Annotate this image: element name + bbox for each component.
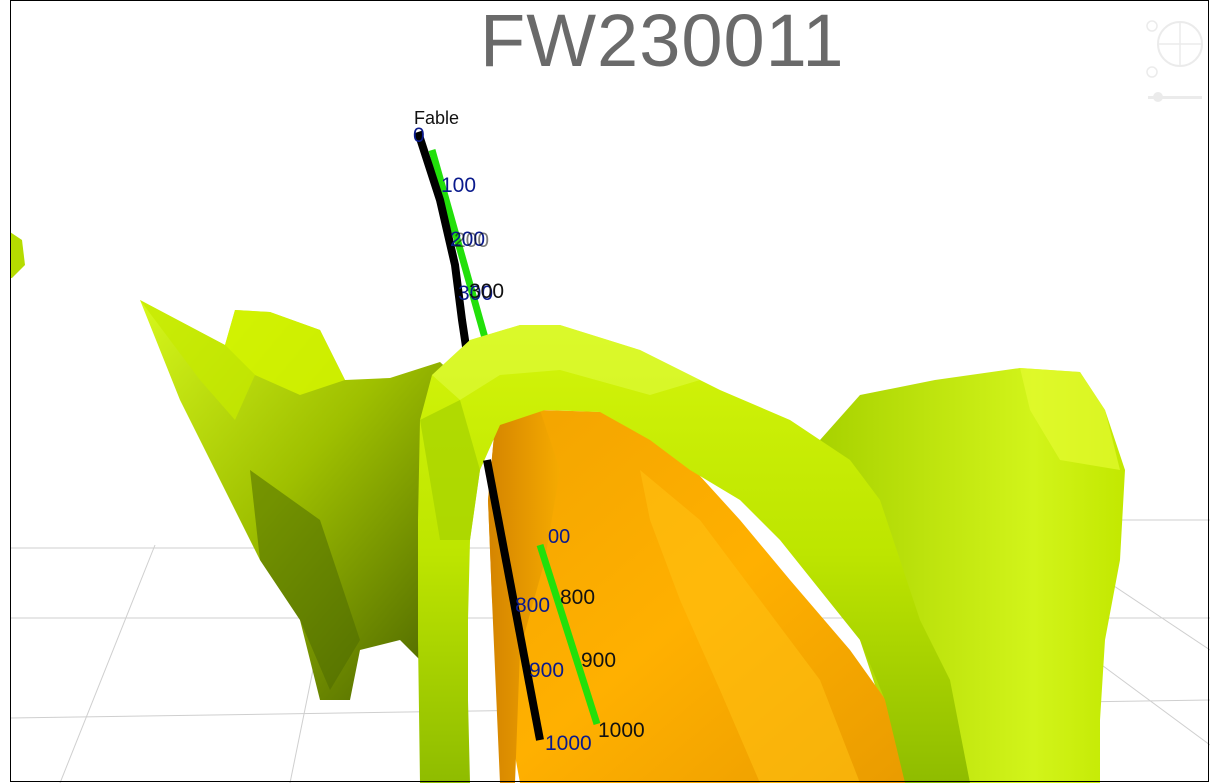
depth-label-300: 300	[458, 282, 493, 305]
well-label: Fable	[414, 108, 459, 128]
compass-zoom-widget-icon[interactable]	[1140, 12, 1206, 108]
depth-label-900: 900	[529, 659, 564, 682]
wellpath-black-upper	[414, 130, 472, 361]
surface-edge-left	[10, 232, 25, 278]
depth-label-partial: 00	[548, 526, 570, 548]
wellpath-green-lower	[536, 543, 601, 726]
surface-arch	[418, 325, 970, 783]
depth-label-200: 200	[450, 228, 485, 251]
depth-label-900-black: 900	[581, 649, 616, 672]
wellpath-black-lower	[483, 459, 544, 741]
depth-label-200-b: 200	[454, 229, 489, 252]
depth-label-1000-black: 1000	[598, 719, 645, 742]
depth-label-0: 0	[413, 124, 425, 147]
depth-label-800: 800	[515, 594, 550, 617]
depth-label-800-black: 800	[560, 586, 595, 609]
depth-label-100: 100	[441, 174, 476, 197]
depth-label-1000: 1000	[545, 732, 592, 755]
wellpath-green-upper	[428, 149, 491, 346]
surface-orange	[488, 410, 935, 783]
depth-label-300-black: 300	[469, 280, 504, 303]
viewport-title: FW230011	[480, 0, 845, 82]
surface-left	[140, 300, 475, 700]
